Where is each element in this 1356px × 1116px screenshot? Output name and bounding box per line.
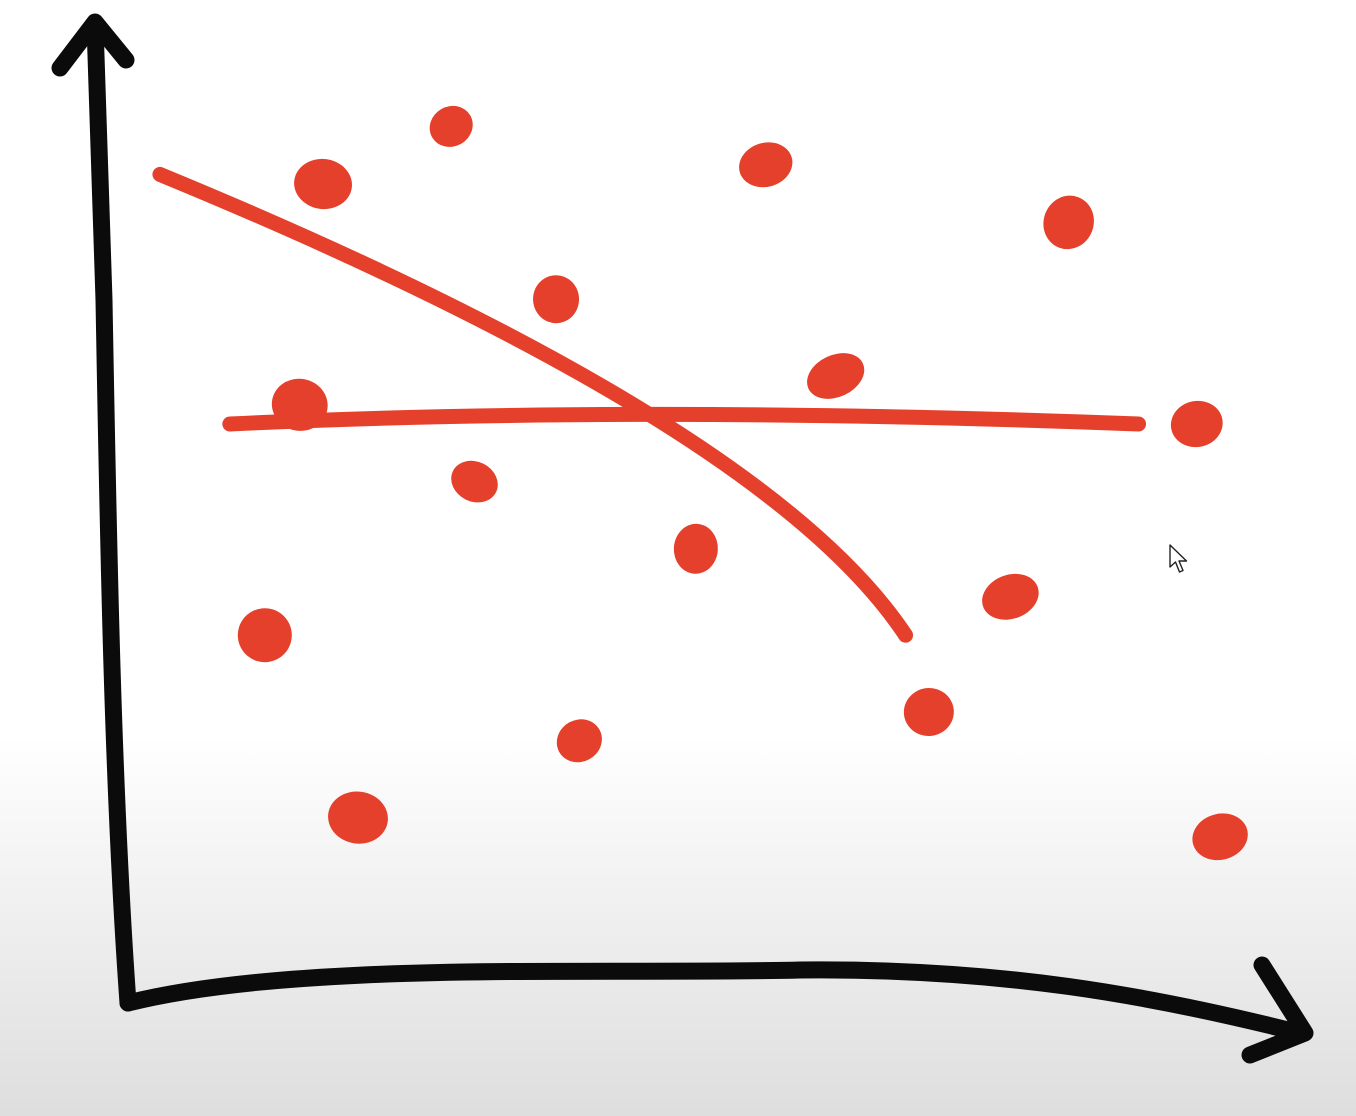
data-point xyxy=(807,353,865,399)
chart-axes xyxy=(51,13,1314,1064)
data-point xyxy=(533,275,580,324)
data-point xyxy=(429,105,473,147)
data-point xyxy=(673,523,718,574)
data-point xyxy=(328,791,388,844)
data-point xyxy=(982,573,1039,620)
data-point xyxy=(903,687,954,737)
y-axis-line xyxy=(86,16,137,1012)
data-point xyxy=(739,142,793,188)
y-axis-arrowhead xyxy=(51,13,135,77)
data-point xyxy=(1192,813,1248,861)
pointer-cursor-icon xyxy=(1169,544,1188,573)
x-axis-line xyxy=(119,961,1309,1042)
data-points xyxy=(237,105,1248,861)
data-point xyxy=(294,158,352,210)
data-point xyxy=(451,460,498,503)
fit-line-1 xyxy=(152,166,914,643)
data-point xyxy=(1043,195,1094,250)
fitted-lines xyxy=(152,166,1147,643)
fit-line-2 xyxy=(222,406,1147,432)
data-point xyxy=(237,608,292,663)
x-axis-arrowhead xyxy=(1241,956,1314,1064)
data-point xyxy=(1170,400,1223,448)
data-point xyxy=(556,719,602,763)
data-point xyxy=(271,378,328,431)
